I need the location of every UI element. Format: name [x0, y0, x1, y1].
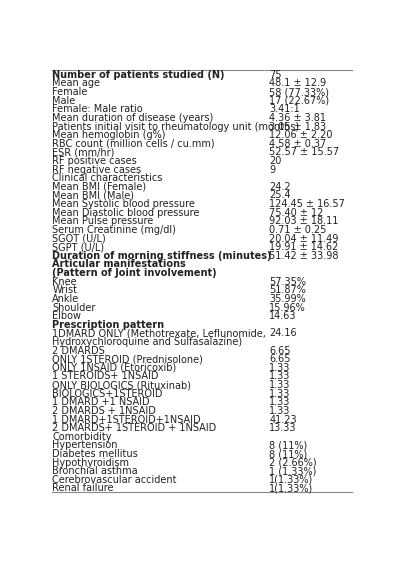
Text: Hypothyroidism: Hypothyroidism [52, 457, 129, 468]
Text: Serum Creatinine (mg/dl): Serum Creatinine (mg/dl) [52, 225, 176, 235]
Text: 1.33: 1.33 [269, 397, 290, 407]
Text: Number of patients studied (N): Number of patients studied (N) [52, 70, 225, 80]
Text: 17 (22.67%): 17 (22.67%) [269, 96, 329, 106]
Text: 1(1.33%): 1(1.33%) [269, 475, 313, 485]
Text: 24.2: 24.2 [269, 182, 291, 192]
Text: ONLY 1NSAID (Etoricoxib): ONLY 1NSAID (Etoricoxib) [52, 363, 177, 373]
Text: 4.58 ± 0.37: 4.58 ± 0.37 [269, 139, 326, 149]
Text: 1 (1.33%): 1 (1.33%) [269, 467, 316, 476]
Text: 58 (77.33%): 58 (77.33%) [269, 87, 329, 97]
Text: 52.57 ± 15.57: 52.57 ± 15.57 [269, 147, 339, 158]
Text: 20: 20 [269, 156, 281, 166]
Text: Clinical characteristics: Clinical characteristics [52, 173, 163, 183]
Text: 2 DMARDS+ 1STEROID + 1NSAID: 2 DMARDS+ 1STEROID + 1NSAID [52, 423, 217, 433]
Text: ONLY 1STEROID (Prednisolone): ONLY 1STEROID (Prednisolone) [52, 354, 203, 364]
Text: Hypertension: Hypertension [52, 440, 118, 451]
Text: 24.16: 24.16 [269, 328, 297, 339]
Text: Shoulder: Shoulder [52, 303, 96, 312]
Text: 6.65: 6.65 [269, 345, 291, 356]
Text: 12.06 ± 2.20: 12.06 ± 2.20 [269, 130, 333, 140]
Text: (Pattern of Joint involvement): (Pattern of Joint involvement) [52, 268, 217, 278]
Text: 1.33: 1.33 [269, 380, 290, 390]
Text: 1DMARD ONLY (Methotrexate, Leflunomide,: 1DMARD ONLY (Methotrexate, Leflunomide, [52, 328, 266, 339]
Text: 13.33: 13.33 [269, 423, 297, 433]
Text: ESR (mm/hr): ESR (mm/hr) [52, 147, 115, 158]
Text: 1 DMARD+1STEROID+1NSAID: 1 DMARD+1STEROID+1NSAID [52, 415, 201, 425]
Text: 20.04 ± 11.49: 20.04 ± 11.49 [269, 234, 338, 244]
Text: BIOLOGICS+1STEROID: BIOLOGICS+1STEROID [52, 389, 163, 399]
Text: 41.23: 41.23 [269, 415, 297, 425]
Text: Articular manifestations: Articular manifestations [52, 259, 186, 270]
Text: Duration of morning stiffness (minutes): Duration of morning stiffness (minutes) [52, 251, 272, 261]
Text: Hydroxychloroquine and Sulfasalazine): Hydroxychloroquine and Sulfasalazine) [52, 337, 242, 347]
Text: Female: Female [52, 87, 88, 97]
Text: RF negative cases: RF negative cases [52, 164, 141, 175]
Text: Comorbidity: Comorbidity [52, 432, 112, 442]
Text: Cerebrovascular accident: Cerebrovascular accident [52, 475, 177, 485]
Text: 51.87%: 51.87% [269, 286, 306, 295]
Text: 8 (11%): 8 (11%) [269, 449, 307, 459]
Text: Mean hemoglobin (g%): Mean hemoglobin (g%) [52, 130, 166, 140]
Text: Ankle: Ankle [52, 294, 80, 304]
Text: 1(1.33%): 1(1.33%) [269, 484, 313, 493]
Text: Mean Diastolic blood pressure: Mean Diastolic blood pressure [52, 208, 200, 218]
Text: Mean age: Mean age [52, 78, 100, 89]
Text: SGPT (U/L): SGPT (U/L) [52, 242, 104, 252]
Text: Knee: Knee [52, 277, 77, 287]
Text: Mean BMI (Male): Mean BMI (Male) [52, 191, 134, 200]
Text: 1.33: 1.33 [269, 372, 290, 381]
Text: 51.42 ± 33.98: 51.42 ± 33.98 [269, 251, 338, 261]
Text: 25.4: 25.4 [269, 191, 291, 200]
Text: 57.35%: 57.35% [269, 277, 306, 287]
Text: Wrist: Wrist [52, 286, 77, 295]
Text: Male: Male [52, 96, 76, 106]
Text: Mean Pulse pressure: Mean Pulse pressure [52, 216, 154, 226]
Text: 92.03 ± 18.11: 92.03 ± 18.11 [269, 216, 338, 226]
Text: 3.41:1: 3.41:1 [269, 104, 300, 114]
Text: 4.36 ± 3.81: 4.36 ± 3.81 [269, 113, 326, 123]
Text: RBC count (million cells / cu.mm): RBC count (million cells / cu.mm) [52, 139, 215, 149]
Text: 6.65: 6.65 [269, 354, 291, 364]
Text: Diabetes mellitus: Diabetes mellitus [52, 449, 138, 459]
Text: ONLY BIOLOGICS (Rituxinab): ONLY BIOLOGICS (Rituxinab) [52, 380, 191, 390]
Text: 15.96%: 15.96% [269, 303, 306, 312]
Text: Mean Systolic blood pressure: Mean Systolic blood pressure [52, 199, 195, 209]
Text: 1.33: 1.33 [269, 363, 290, 373]
Text: SGOT (U/L): SGOT (U/L) [52, 234, 106, 244]
Text: 2 DMARDS: 2 DMARDS [52, 345, 105, 356]
Text: Bronchial asthma: Bronchial asthma [52, 467, 138, 476]
Text: 8 (11%): 8 (11%) [269, 440, 307, 451]
Text: 48.1 ± 12.9: 48.1 ± 12.9 [269, 78, 326, 89]
Text: Mean BMI (Female): Mean BMI (Female) [52, 182, 147, 192]
Text: 1 DMARD +1 NSAID: 1 DMARD +1 NSAID [52, 397, 150, 407]
Text: 19.91 ± 14.62: 19.91 ± 14.62 [269, 242, 338, 252]
Text: Prescription pattern: Prescription pattern [52, 320, 164, 329]
Text: 35.99%: 35.99% [269, 294, 306, 304]
Text: 124.45 ± 16.57: 124.45 ± 16.57 [269, 199, 345, 209]
Text: 1 STEROIDS+ 1NSAID: 1 STEROIDS+ 1NSAID [52, 372, 159, 381]
Text: Female: Male ratio: Female: Male ratio [52, 104, 143, 114]
Text: 14.63: 14.63 [269, 311, 297, 321]
Text: RF positive cases: RF positive cases [52, 156, 137, 166]
Text: 1.33: 1.33 [269, 389, 290, 399]
Text: Patients initial visit to rheumatology unit (months): Patients initial visit to rheumatology u… [52, 122, 299, 131]
Text: 2 (2.66%): 2 (2.66%) [269, 457, 317, 468]
Text: Mean duration of disease (years): Mean duration of disease (years) [52, 113, 214, 123]
Text: 1.33: 1.33 [269, 406, 290, 416]
Text: 75: 75 [269, 70, 282, 80]
Text: 9: 9 [269, 164, 275, 175]
Text: Renal failure: Renal failure [52, 484, 114, 493]
Text: Elbow: Elbow [52, 311, 81, 321]
Text: 3.05 ± 1.83: 3.05 ± 1.83 [269, 122, 326, 131]
Text: 2 DMARDS + 1NSAID: 2 DMARDS + 1NSAID [52, 406, 156, 416]
Text: 0.71 ± 0.25: 0.71 ± 0.25 [269, 225, 327, 235]
Text: 75.40 ± 12: 75.40 ± 12 [269, 208, 323, 218]
